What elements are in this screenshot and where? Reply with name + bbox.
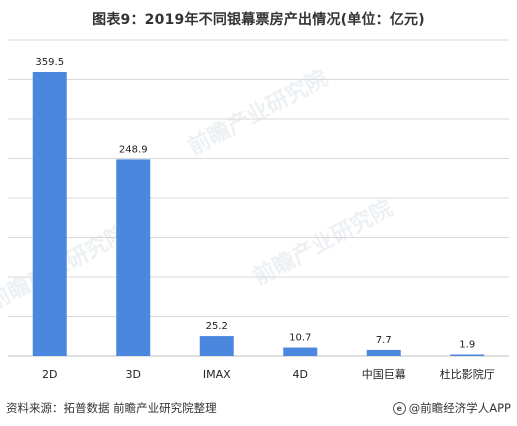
x-tick-label: 杜比影院厅	[440, 367, 495, 381]
bar-3	[199, 336, 234, 356]
source-note: 资料来源：拓普数据 前瞻产业研究院整理	[6, 401, 217, 415]
chart-title: 图表9：2019年不同银幕票房产出情况(单位：亿元)	[92, 12, 425, 28]
data-label: 359.5	[35, 57, 64, 68]
brand-credit: e @前瞻经济学人APP	[392, 400, 511, 416]
x-tick-label: 4D	[293, 368, 308, 381]
data-label: 25.2	[206, 321, 228, 332]
bar-4	[283, 347, 318, 356]
data-label: 248.9	[119, 144, 148, 155]
bar-1	[32, 71, 67, 357]
brand-logo-icon: e	[392, 401, 406, 415]
bar-6	[450, 354, 485, 356]
data-label: 7.7	[376, 335, 392, 346]
x-tick-label: IMAX	[203, 368, 231, 381]
bar-2	[116, 159, 151, 356]
x-tick-label: 中国巨幕	[362, 367, 406, 381]
x-tick-label: 2D	[42, 368, 57, 381]
data-label: 1.9	[459, 339, 475, 350]
x-tick-label: 3D	[126, 368, 141, 381]
bar-5	[366, 349, 401, 356]
data-label: 10.7	[289, 333, 311, 344]
brand-text: @前瞻经济学人APP	[408, 401, 511, 415]
